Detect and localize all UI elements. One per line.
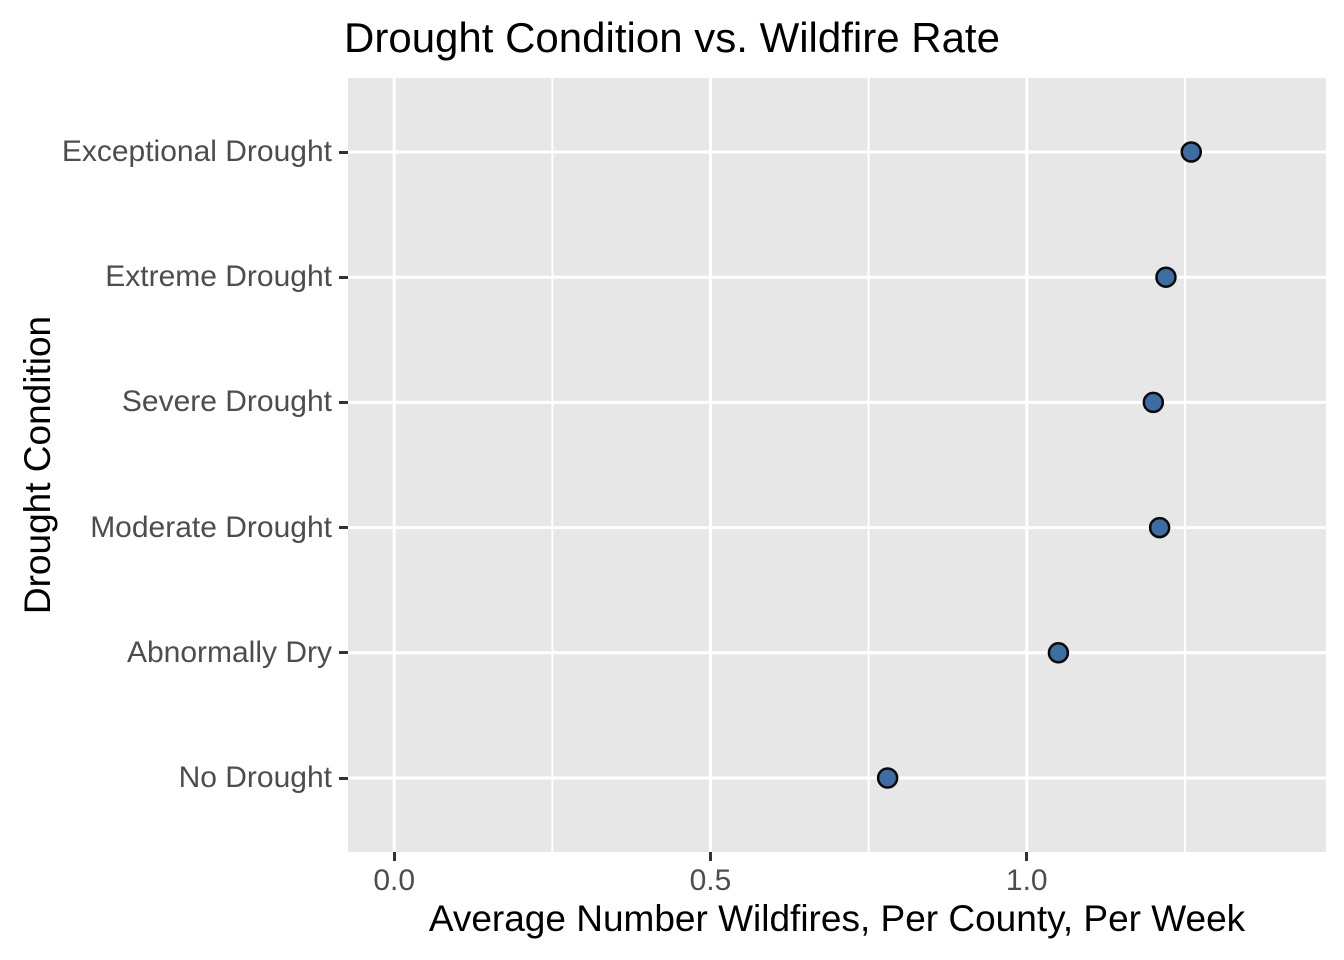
y-axis-title: Drought Condition bbox=[17, 315, 58, 615]
data-point-abnormally-dry bbox=[1047, 642, 1070, 664]
y-tick-label: Exceptional Drought bbox=[61, 135, 332, 168]
data-point-severe-drought bbox=[1142, 391, 1165, 414]
x-tick-mark bbox=[392, 852, 396, 861]
chart-title: Drought Condition vs. Wildfire Rate bbox=[344, 14, 1000, 61]
plot-panel-canvas bbox=[348, 78, 1326, 852]
data-point-exceptional-drought bbox=[1180, 141, 1203, 163]
y-tick-mark bbox=[339, 275, 348, 279]
x-tick-label: 1.0 bbox=[1005, 864, 1048, 897]
y-tick-mark bbox=[339, 776, 348, 780]
y-tick-label: Extreme Drought bbox=[105, 260, 332, 294]
y-tick-mark bbox=[339, 400, 348, 404]
data-point-extreme-drought bbox=[1155, 266, 1177, 288]
y-tick-label: Moderate Drought bbox=[90, 510, 332, 544]
x-tick-label: 0.5 bbox=[689, 864, 732, 897]
y-tick-mark bbox=[339, 651, 348, 655]
y-tick-label: Abnormally Dry bbox=[126, 635, 332, 669]
x-tick-mark bbox=[1025, 852, 1029, 861]
y-tick-label: Severe Drought bbox=[121, 385, 332, 419]
x-tick-label: 0.0 bbox=[373, 864, 416, 897]
data-point-moderate-drought bbox=[1148, 516, 1171, 539]
plot-panel bbox=[348, 78, 1326, 852]
y-tick-mark bbox=[339, 150, 348, 154]
x-tick-mark bbox=[708, 852, 712, 861]
y-tick-mark bbox=[339, 526, 348, 530]
data-point-no-drought bbox=[876, 767, 899, 789]
x-axis-title: Average Number Wildfires, Per County, Pe… bbox=[428, 898, 1246, 939]
y-tick-label: No Drought bbox=[178, 761, 332, 794]
